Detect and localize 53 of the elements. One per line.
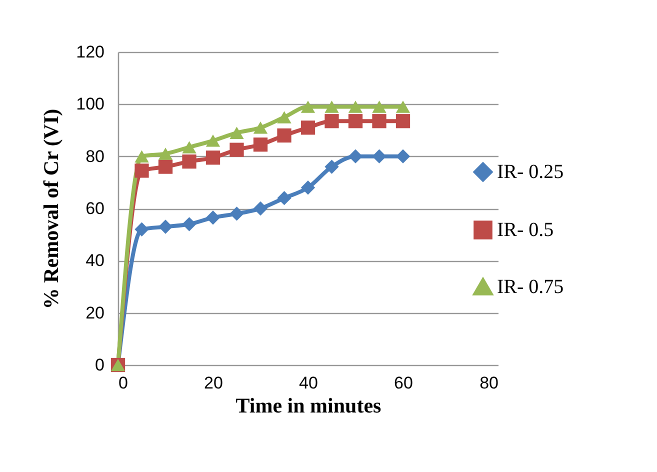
point [396, 100, 410, 113]
x-tick-label: 60 [394, 374, 413, 392]
point [182, 141, 196, 154]
y-tick-label: 80 [86, 146, 104, 166]
x-axis-title: Time in minutes [236, 394, 382, 418]
point [372, 100, 386, 113]
y-tick-label: 20 [86, 303, 104, 322]
point [182, 217, 196, 232]
point [158, 148, 173, 160]
point [230, 142, 244, 157]
x-tick-label: 80 [480, 374, 498, 392]
point [372, 149, 386, 164]
point [134, 222, 149, 236]
point [277, 111, 292, 124]
x-tick-label: 0 [118, 374, 128, 392]
point [158, 160, 173, 174]
point [253, 122, 268, 134]
point [134, 164, 149, 178]
y-tick-label: 120 [76, 42, 104, 62]
x-tick-label: 20 [204, 374, 223, 392]
point [300, 120, 316, 135]
point [206, 150, 220, 165]
point [348, 149, 363, 164]
legend-label: IR- 0.5 [497, 219, 554, 241]
point [230, 206, 244, 221]
y-tick-label: 100 [76, 94, 104, 114]
point [300, 180, 316, 195]
point [230, 126, 244, 139]
y-axis-title: % Removal of Cr (VI) [39, 108, 64, 310]
legend-label: IR- 0.75 [497, 276, 564, 298]
point [206, 134, 220, 147]
point [324, 100, 339, 113]
point [324, 160, 339, 174]
point [277, 190, 292, 206]
x-tick-label: 40 [299, 374, 318, 392]
point [372, 114, 386, 128]
legend-label: IR- 0.25 [497, 161, 564, 183]
point [253, 201, 268, 216]
point [324, 114, 339, 128]
y-tick-label: 40 [86, 251, 104, 270]
point [277, 128, 292, 143]
y-tick-label: 60 [86, 199, 104, 218]
point [348, 100, 363, 113]
point [396, 114, 410, 128]
point [253, 138, 268, 152]
y-tick-label: 0 [95, 356, 104, 374]
point [348, 114, 363, 128]
point [182, 154, 196, 169]
point [134, 150, 149, 162]
point [396, 149, 410, 164]
point [300, 100, 316, 113]
point [206, 210, 220, 225]
point [158, 220, 173, 234]
